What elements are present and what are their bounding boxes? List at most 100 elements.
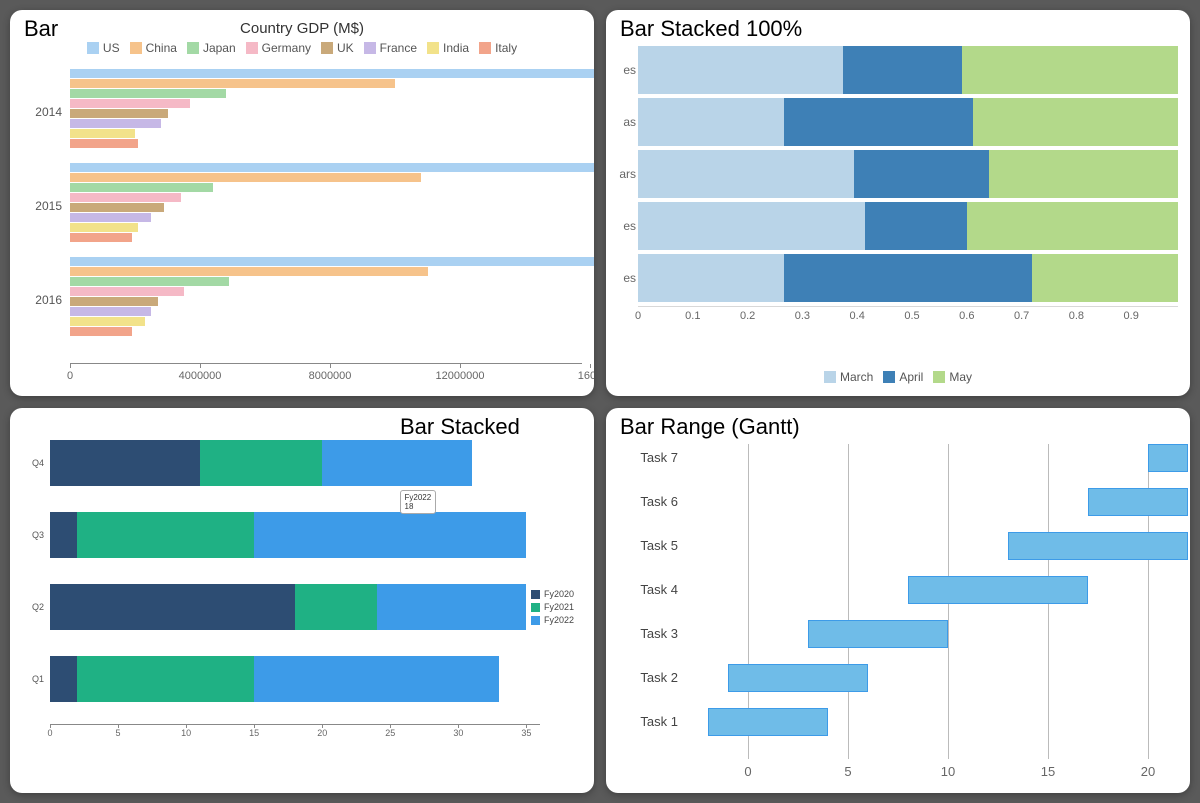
bar-segment[interactable] xyxy=(50,584,295,630)
x-tick-label: 0 xyxy=(635,310,641,322)
bar-segment[interactable] xyxy=(254,656,499,702)
legend-item[interactable]: May xyxy=(933,370,972,384)
x-tick-label: 0.8 xyxy=(1069,310,1084,322)
bar[interactable] xyxy=(70,99,190,108)
panel-gantt: Bar Range (Gantt) 05101520Task 7Task 6Ta… xyxy=(606,408,1190,794)
bar[interactable] xyxy=(70,277,229,286)
bar-segment[interactable] xyxy=(865,202,968,250)
x-tick-label: 35 xyxy=(521,728,531,738)
panel-bar-stacked-100: Bar Stacked 100% esasarseses00.10.20.30.… xyxy=(606,10,1190,396)
bar-segment[interactable] xyxy=(973,98,1178,146)
bar[interactable] xyxy=(70,119,161,128)
bar[interactable] xyxy=(70,297,158,306)
bar[interactable] xyxy=(70,267,428,276)
stacked-row xyxy=(638,202,1178,250)
bar[interactable] xyxy=(70,79,395,88)
legend-item[interactable]: Germany xyxy=(246,41,311,55)
x-tick-label: 0.2 xyxy=(740,310,755,322)
bar-segment[interactable] xyxy=(200,440,323,486)
bar[interactable] xyxy=(70,173,421,182)
gantt-bar[interactable] xyxy=(1008,532,1188,560)
bar[interactable] xyxy=(70,213,151,222)
bar-segment[interactable] xyxy=(295,584,377,630)
x-tick-label: 5 xyxy=(116,728,121,738)
legend-item[interactable]: China xyxy=(130,41,177,55)
x-tick-label: 15 xyxy=(249,728,259,738)
bar[interactable] xyxy=(70,163,594,172)
x-tick-label: 0.5 xyxy=(904,310,919,322)
bar[interactable] xyxy=(70,307,151,316)
legend-item[interactable]: Fy2021 xyxy=(531,602,574,612)
plot-area: 040000008000000120000001600201420152016 xyxy=(22,61,582,384)
bar[interactable] xyxy=(70,317,145,326)
legend-item[interactable]: Fy2022 xyxy=(531,615,574,625)
legend-item[interactable]: March xyxy=(824,370,873,384)
legend-item[interactable]: Fy2020 xyxy=(531,589,574,599)
bar-segment[interactable] xyxy=(377,584,527,630)
bar-segment[interactable] xyxy=(854,150,989,198)
bar-segment[interactable] xyxy=(50,512,77,558)
bar[interactable] xyxy=(70,223,138,232)
panel-bar-stacked: Bar Stacked Q4Q3Q2Q105101520253035Fy2020… xyxy=(10,408,594,794)
x-tick-label: 4000000 xyxy=(179,370,222,382)
bar-segment[interactable] xyxy=(50,656,77,702)
x-tick-label: 20 xyxy=(317,728,327,738)
gantt-bar[interactable] xyxy=(1088,488,1188,516)
bar-segment[interactable] xyxy=(638,150,854,198)
bar[interactable] xyxy=(70,89,226,98)
bar[interactable] xyxy=(70,257,594,266)
bar[interactable] xyxy=(70,129,135,138)
bar[interactable] xyxy=(70,327,132,336)
bar-segment[interactable] xyxy=(77,656,254,702)
y-category-label: ars xyxy=(612,167,636,181)
bar[interactable] xyxy=(70,69,594,78)
legend-item[interactable]: April xyxy=(883,370,923,384)
bar[interactable] xyxy=(70,233,132,242)
bar-segment[interactable] xyxy=(50,440,200,486)
bar-segment[interactable] xyxy=(638,46,843,94)
plot-area: esasarseses00.10.20.30.40.50.60.70.80.9 xyxy=(618,46,1178,366)
bar-segment[interactable] xyxy=(322,440,472,486)
bar[interactable] xyxy=(70,109,168,118)
legend: March April May xyxy=(618,370,1178,384)
y-category-label: Task 7 xyxy=(618,450,678,465)
legend-item[interactable]: Japan xyxy=(187,41,236,55)
bar-segment[interactable] xyxy=(638,98,784,146)
bar[interactable] xyxy=(70,139,138,148)
gantt-bar[interactable] xyxy=(708,708,828,736)
gantt-bar[interactable] xyxy=(728,664,868,692)
legend-item[interactable]: India xyxy=(427,41,469,55)
bar-segment[interactable] xyxy=(962,46,1178,94)
x-tick-label: 0 xyxy=(744,764,751,779)
x-tick-label: 10 xyxy=(941,764,955,779)
bar[interactable] xyxy=(70,193,181,202)
y-group-label: 2015 xyxy=(22,199,62,213)
bar-segment[interactable] xyxy=(638,254,784,302)
legend-item[interactable]: US xyxy=(87,41,120,55)
x-tick-label: 25 xyxy=(385,728,395,738)
bar-segment[interactable] xyxy=(784,98,973,146)
bar[interactable] xyxy=(70,203,164,212)
y-group-label: 2014 xyxy=(22,105,62,119)
bar-segment[interactable] xyxy=(638,202,865,250)
bar-segment[interactable] xyxy=(843,46,962,94)
bar-segment[interactable] xyxy=(1032,254,1178,302)
y-category-label: Q2 xyxy=(28,602,44,612)
bar-segment[interactable] xyxy=(989,150,1178,198)
x-tick-label: 0 xyxy=(47,728,52,738)
bar-segment[interactable] xyxy=(784,254,1032,302)
gantt-bar[interactable] xyxy=(908,576,1088,604)
legend-item[interactable]: UK xyxy=(321,41,354,55)
legend-item[interactable]: France xyxy=(364,41,417,55)
bar[interactable] xyxy=(70,287,184,296)
gantt-bar[interactable] xyxy=(808,620,948,648)
x-tick-label: 15 xyxy=(1041,764,1055,779)
x-tick-label: 0.7 xyxy=(1014,310,1029,322)
plot-area: 05101520Task 7Task 6Task 5Task 4Task 3Ta… xyxy=(618,444,1178,782)
gantt-bar[interactable] xyxy=(1148,444,1188,472)
bar-segment[interactable] xyxy=(77,512,254,558)
bar[interactable] xyxy=(70,183,213,192)
legend-item[interactable]: Italy xyxy=(479,41,517,55)
bar-segment[interactable] xyxy=(967,202,1178,250)
bar-segment[interactable] xyxy=(254,512,526,558)
